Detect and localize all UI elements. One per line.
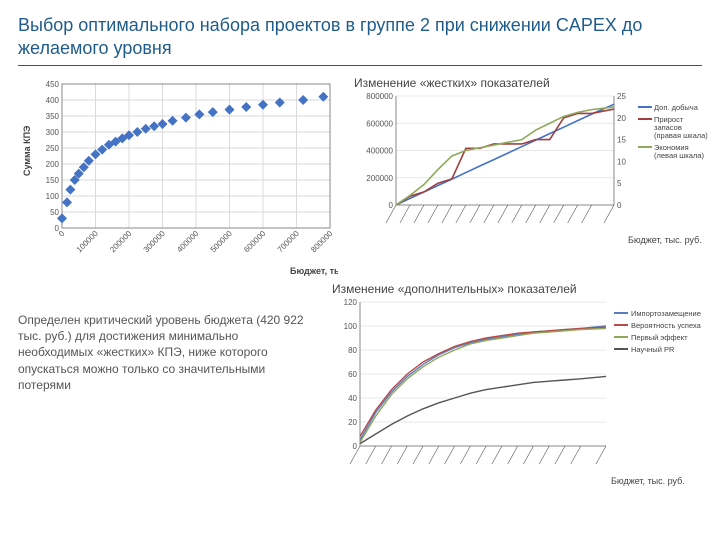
- svg-text:600000: 600000: [366, 119, 393, 128]
- page-title: Выбор оптимального набора проектов в гру…: [18, 14, 702, 59]
- svg-text:0: 0: [353, 442, 358, 451]
- svg-text:500000: 500000: [209, 229, 235, 255]
- svg-text:40: 40: [348, 394, 357, 403]
- svg-text:400: 400: [46, 96, 60, 105]
- svg-text:(левая шкала): (левая шкала): [654, 151, 704, 160]
- chart-additional-metrics-block: Изменение «дополнительных» показателей 0…: [332, 282, 702, 488]
- svg-text:15: 15: [617, 136, 626, 145]
- svg-text:100: 100: [46, 192, 60, 201]
- svg-text:(правая шкала): (правая шкала): [654, 131, 708, 140]
- svg-text:450: 450: [46, 80, 60, 89]
- svg-text:700000: 700000: [276, 229, 302, 255]
- caption-text: Определен критический уровень бюджета (4…: [18, 282, 316, 488]
- svg-text:Доп. добыча: Доп. добыча: [654, 103, 699, 112]
- chart-hard-metrics-block: Изменение «жестких» показателей 0 200000 4…: [354, 76, 714, 276]
- svg-text:300: 300: [46, 128, 60, 137]
- svg-text:600000: 600000: [242, 229, 268, 255]
- svg-text:300000: 300000: [142, 229, 168, 255]
- title-divider: [18, 65, 702, 66]
- svg-text:Сумма КПЭ: Сумма КПЭ: [22, 125, 32, 176]
- svg-text:Вероятность успеха: Вероятность успеха: [631, 321, 702, 330]
- chart-scatter-kpe: 0501001502002503003504004500100000200000…: [18, 76, 338, 276]
- svg-text:0: 0: [57, 229, 67, 239]
- svg-text:100: 100: [344, 322, 358, 331]
- svg-text:120: 120: [344, 298, 358, 307]
- svg-text:100000: 100000: [75, 229, 101, 255]
- svg-text:5: 5: [617, 179, 622, 188]
- svg-text:250: 250: [46, 144, 60, 153]
- svg-text:400000: 400000: [366, 147, 393, 156]
- svg-text:10: 10: [617, 157, 626, 166]
- svg-text:Импортозамещение: Импортозамещение: [631, 309, 701, 318]
- svg-text:Бюджет, тыс. руб.: Бюджет, тыс. руб.: [628, 235, 702, 245]
- svg-text:20: 20: [617, 114, 626, 123]
- svg-text:150: 150: [46, 176, 60, 185]
- svg-text:0: 0: [617, 201, 622, 210]
- svg-text:25: 25: [617, 92, 626, 101]
- svg-text:200: 200: [46, 160, 60, 169]
- svg-text:800000: 800000: [309, 229, 335, 255]
- chart3-title: Изменение «дополнительных» показателей: [332, 282, 702, 296]
- svg-text:Научный PR: Научный PR: [631, 345, 675, 354]
- svg-text:200000: 200000: [108, 229, 134, 255]
- svg-text:200000: 200000: [366, 174, 393, 183]
- svg-text:400000: 400000: [175, 229, 201, 255]
- chart2-title: Изменение «жестких» показателей: [354, 76, 714, 90]
- svg-text:20: 20: [348, 418, 357, 427]
- svg-text:50: 50: [50, 208, 59, 217]
- svg-text:800000: 800000: [366, 92, 393, 101]
- svg-text:0: 0: [389, 201, 394, 210]
- svg-text:Бюджет, тыс. ру: Бюджет, тыс. ру: [290, 266, 338, 276]
- svg-text:Бюджет, тыс. руб.: Бюджет, тыс. руб.: [611, 476, 685, 486]
- svg-text:Первый эффект: Первый эффект: [631, 333, 688, 342]
- svg-text:60: 60: [348, 370, 357, 379]
- svg-text:80: 80: [348, 346, 357, 355]
- svg-text:350: 350: [46, 112, 60, 121]
